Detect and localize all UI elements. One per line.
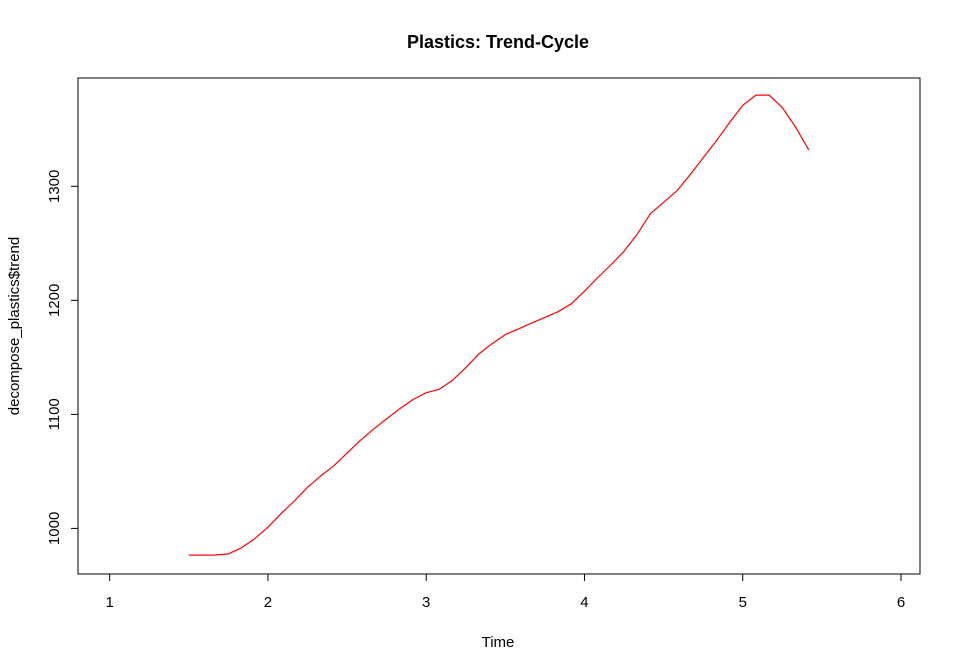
plot-frame: [77, 77, 921, 575]
y-tick-label: 1100: [46, 398, 63, 430]
chart-title: Plastics: Trend-Cycle: [407, 32, 589, 52]
y-tick-label: 1000: [46, 512, 63, 545]
x-tick-label: 3: [422, 594, 430, 611]
y-axis: 1000 1100 1200 1300: [46, 170, 79, 545]
x-tick-label: 5: [739, 594, 747, 611]
x-axis: 1 2 3 4 5 6: [105, 573, 905, 611]
y-tick-label: 1200: [46, 284, 63, 317]
x-axis-label: Time: [482, 634, 515, 651]
trend-series-line: [188, 94, 810, 556]
series-layer: [188, 94, 810, 556]
x-tick-label: 2: [264, 594, 272, 611]
y-tick-label: 1300: [46, 170, 63, 203]
y-axis-label: decompose_plastics$trend: [6, 237, 23, 415]
x-tick-label: 4: [580, 594, 588, 611]
x-tick-label: 1: [105, 594, 113, 611]
x-tick-label: 6: [897, 594, 905, 611]
